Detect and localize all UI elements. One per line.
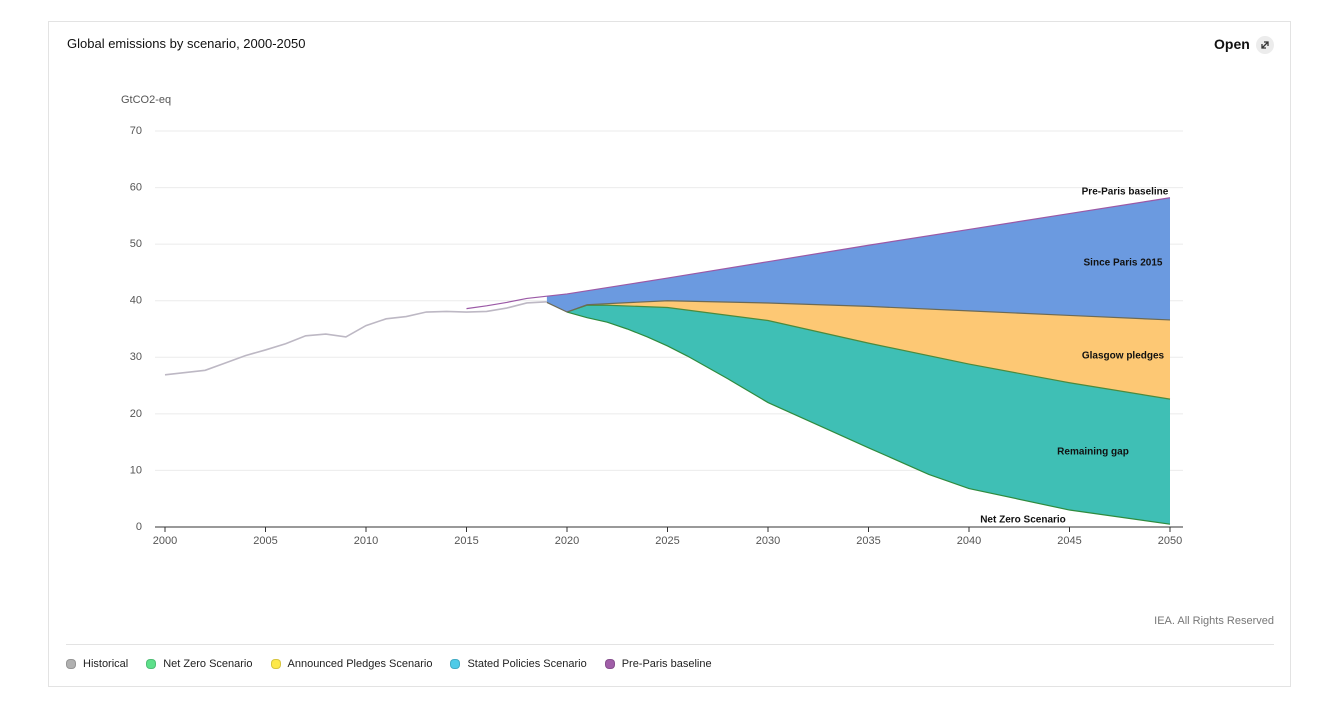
legend-label: Historical [83, 658, 129, 670]
y-tick-label: 70 [130, 125, 142, 137]
y-tick-label: 50 [130, 238, 142, 250]
chart-title: Global emissions by scenario, 2000-2050 [67, 36, 306, 51]
y-tick-label: 20 [130, 408, 142, 420]
x-tick-label: 2025 [655, 535, 679, 547]
legend-label: Announced Pledges Scenario [287, 658, 433, 670]
legend: Historical Net Zero Scenario Announced Ple… [66, 658, 712, 670]
band-area [567, 300, 1170, 400]
y-axis-label: GtCO2-eq [121, 94, 171, 106]
x-tick-label: 2015 [454, 535, 478, 547]
icon [1261, 41, 1269, 49]
legend-swatch [270, 659, 281, 669]
x-tick-label: 2020 [555, 535, 579, 547]
x-tick-label: 2000 [153, 535, 177, 547]
band-label: Glasgow pledges [1082, 351, 1165, 362]
legend-label: Stated Policies Scenario [467, 658, 587, 670]
legend-item[interactable]: Historical [66, 658, 128, 670]
end-label: Pre-Paris baseline [1082, 187, 1169, 198]
separator [66, 644, 1274, 645]
legend-item[interactable]: Pre-Paris baseline [604, 658, 712, 670]
legend-item[interactable]: Stated Policies Scenario [450, 658, 587, 670]
end-label: Net Zero Scenario [980, 515, 1066, 526]
x-tick-label: 2040 [957, 535, 981, 547]
legend-label: Net Zero Scenario [163, 658, 253, 670]
band-area [567, 305, 1170, 525]
y-tick-label: 60 [130, 181, 142, 193]
series-line [466, 197, 1171, 310]
series-line [546, 300, 1171, 321]
copyright: IEA. All Rights Reserved [1154, 615, 1274, 627]
legend-swatch [604, 659, 615, 669]
y-tick-label: 0 [136, 521, 142, 533]
x-tick-label: 2010 [354, 535, 378, 547]
band-label: Since Paris 2015 [1084, 258, 1163, 269]
y-tick-label: 30 [130, 351, 142, 363]
series-line [566, 311, 1171, 525]
y-tick-label: 40 [130, 295, 142, 307]
y-tick-label: 10 [130, 464, 142, 476]
card [48, 21, 1291, 687]
legend-item[interactable]: Announced Pledges Scenario [270, 658, 433, 670]
x-tick-label: 2005 [253, 535, 277, 547]
series-line [164, 301, 547, 376]
band-label: Remaining gap [1057, 447, 1129, 458]
legend-swatch [66, 659, 76, 669]
x-tick-label: 2050 [1158, 535, 1182, 547]
band-area [546, 197, 1170, 320]
x-tick-label: 2045 [1057, 535, 1081, 547]
legend-swatch [450, 659, 461, 669]
legend-swatch [146, 659, 157, 669]
open-button[interactable]: Open [1214, 36, 1250, 52]
x-tick-label: 2035 [856, 535, 880, 547]
open-icon[interactable] [1256, 36, 1274, 54]
x-tick-label: 2030 [756, 535, 780, 547]
legend-label: Pre-Paris baseline [621, 658, 712, 670]
series-line [566, 304, 1171, 400]
legend-item[interactable]: Net Zero Scenario [146, 658, 253, 670]
